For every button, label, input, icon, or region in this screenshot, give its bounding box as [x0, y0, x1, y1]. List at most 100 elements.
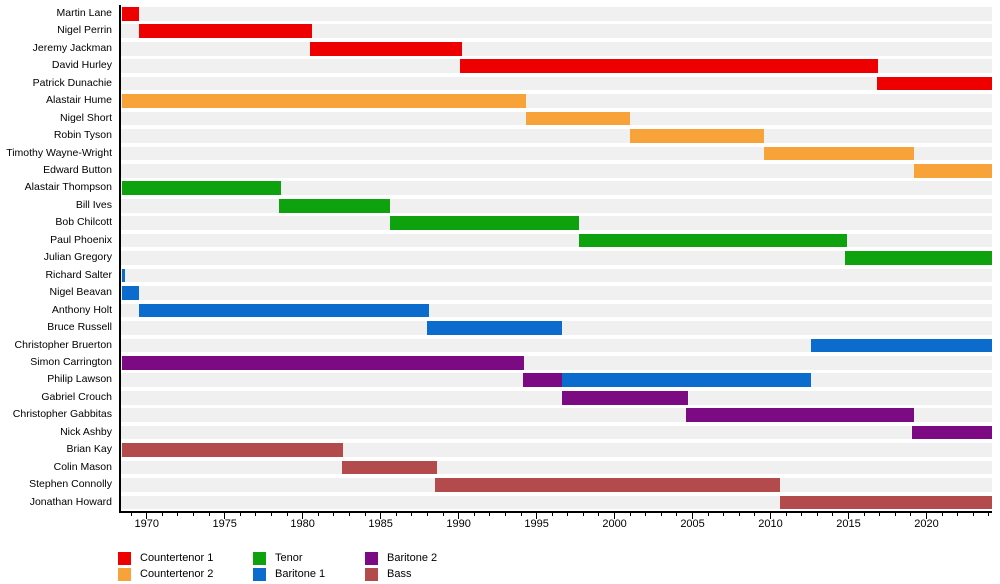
timeline-bar: [390, 216, 579, 231]
timeline-bar: [121, 181, 281, 196]
member-label: Nigel Perrin: [57, 24, 112, 37]
minor-tick: [957, 513, 959, 516]
minor-tick: [894, 513, 896, 516]
member-label: Anthony Holt: [51, 303, 112, 316]
legend-label: Countertenor 2: [140, 568, 214, 580]
timeline-bar: [522, 373, 562, 388]
minor-tick: [208, 513, 210, 516]
tick-label: 2010: [758, 518, 783, 530]
legend-label: Baritone 1: [275, 568, 326, 580]
minor-tick: [411, 513, 413, 516]
minor-tick: [177, 513, 179, 516]
minor-tick: [910, 513, 912, 516]
row-track: [121, 7, 992, 21]
member-label: Alastair Thompson: [24, 181, 112, 194]
row-track: [121, 286, 992, 300]
member-label: Bill Ives: [75, 198, 112, 211]
member-label: Stephen Connolly: [29, 478, 112, 491]
member-label: Jeremy Jackman: [32, 41, 112, 54]
timeline-bar: [310, 41, 462, 56]
legend-item: Bass: [365, 568, 411, 582]
timeline-bar: [811, 338, 992, 353]
row-track: [121, 495, 992, 510]
timeline-bar: [561, 373, 812, 388]
legend-swatch: [118, 552, 131, 565]
tick-label: 1990: [446, 518, 471, 530]
minor-tick: [504, 513, 506, 516]
minor-tick: [489, 513, 491, 516]
tick-label: 1985: [368, 518, 393, 530]
major-tick: [925, 513, 927, 519]
row-track: [121, 76, 992, 91]
timeline-bar: [578, 233, 847, 248]
member-label: Martin Lane: [56, 7, 112, 19]
minor-tick: [598, 513, 600, 516]
legend-item: Countertenor 2: [118, 568, 213, 582]
legend-swatch: [365, 568, 378, 581]
legend-swatch: [118, 568, 131, 581]
major-tick: [224, 513, 226, 519]
row-track: [121, 24, 992, 39]
member-label: David Hurley: [51, 59, 112, 72]
minor-tick: [551, 513, 553, 516]
timeline-bar: [525, 111, 631, 126]
row-track: [121, 164, 992, 178]
minor-tick: [520, 513, 522, 516]
row-track: [121, 129, 992, 143]
member-label: Nigel Short: [60, 111, 112, 124]
minor-tick: [972, 513, 974, 516]
minor-tick: [348, 513, 350, 516]
member-label: Christopher Gabbitas: [12, 408, 112, 421]
legend-label: Bass: [387, 568, 412, 580]
timeline-bar: [914, 164, 992, 178]
minor-tick: [754, 513, 756, 516]
member-label: Simon Carrington: [30, 355, 112, 368]
minor-tick: [879, 513, 881, 516]
member-label: Timothy Wayne-Wright: [6, 146, 112, 159]
major-tick: [536, 513, 538, 519]
minor-tick: [816, 513, 818, 516]
legend-item: Baritone 1: [253, 568, 325, 582]
minor-tick: [270, 513, 272, 516]
member-label: Christopher Bruerton: [14, 338, 112, 351]
minor-tick: [473, 513, 475, 516]
minor-tick: [442, 513, 444, 516]
legend-label: Tenor: [275, 552, 303, 564]
timeline-bar: [460, 59, 879, 73]
timeline-bar: [121, 94, 526, 108]
major-tick: [692, 513, 694, 519]
minor-tick: [832, 513, 834, 516]
x-axis: [119, 511, 992, 513]
timeline-bar: [121, 443, 344, 457]
timeline-bar: [435, 478, 780, 492]
minor-tick: [161, 513, 163, 516]
timeline-bar: [121, 355, 525, 370]
minor-tick: [286, 513, 288, 516]
timeline-bar: [845, 251, 992, 265]
timeline-bar: [427, 321, 562, 335]
minor-tick: [707, 513, 709, 516]
member-label: Nick Ashby: [60, 425, 112, 438]
timeline-bar: [686, 408, 915, 422]
timeline-bar: [279, 198, 390, 213]
tick-label: 1970: [134, 518, 159, 530]
member-label: Bruce Russell: [47, 321, 112, 334]
tick-label: 2005: [680, 518, 705, 530]
member-label: Brian Kay: [66, 443, 112, 456]
minor-tick: [239, 513, 241, 516]
minor-tick: [629, 513, 631, 516]
member-label: Alastair Hume: [46, 94, 112, 107]
minor-tick: [941, 513, 943, 516]
minor-tick: [582, 513, 584, 516]
minor-tick: [130, 513, 132, 516]
tick-label: 1975: [212, 518, 237, 530]
member-label: Nigel Beavan: [49, 286, 112, 299]
row-track: [121, 338, 992, 353]
legend-label: Countertenor 1: [140, 552, 214, 564]
minor-tick: [863, 513, 865, 516]
minor-tick: [676, 513, 678, 516]
timeline-bar: [876, 76, 992, 91]
timeline-bar: [121, 268, 125, 283]
major-tick: [458, 513, 460, 519]
major-tick: [614, 513, 616, 519]
